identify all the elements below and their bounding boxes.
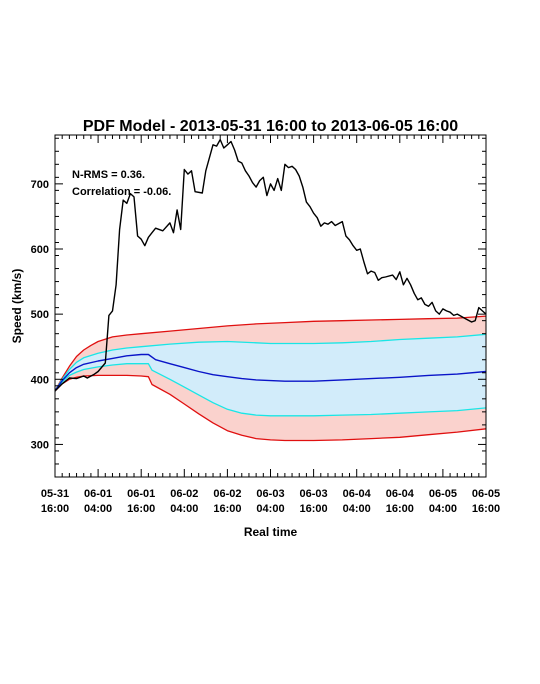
x-tick-label-date: 06-04 xyxy=(386,488,415,500)
y-tick-label: 300 xyxy=(31,439,49,451)
x-tick-label-time: 16:00 xyxy=(386,503,414,515)
axis-ticks: 05-31 16:00 06-01 04:00 06-01 16:00 06-02 04:00… xyxy=(31,135,500,515)
chart-title: PDF Model - 2013-05-31 16:00 to 2013-06-… xyxy=(83,118,458,135)
x-axis-label: Real time xyxy=(244,525,298,539)
x-tick-label-time: 16:00 xyxy=(472,503,500,515)
x-tick-label-date: 06-03 xyxy=(256,488,284,500)
x-tick-label-time: 16:00 xyxy=(41,503,69,515)
x-tick-label-time: 04:00 xyxy=(343,503,371,515)
model-lines xyxy=(54,138,487,442)
x-tick-label-time: 04:00 xyxy=(256,503,284,515)
y-tick-label: 700 xyxy=(31,179,49,191)
x-tick-label-date: 06-02 xyxy=(170,488,198,500)
x-tick-label-date: 05-31 xyxy=(41,488,69,500)
y-tick-label: 400 xyxy=(31,374,49,386)
x-tick-label-time: 04:00 xyxy=(170,503,198,515)
x-tick-label-date: 06-01 xyxy=(127,488,155,500)
nrms-annotation: N-RMS = 0.36. xyxy=(72,169,145,181)
inner-lower-line xyxy=(54,363,487,417)
observed-speed-line xyxy=(54,138,487,392)
x-tick-label-date: 06-01 xyxy=(84,488,112,500)
x-tick-label-date: 06-05 xyxy=(472,488,500,500)
uncertainty-bands xyxy=(55,316,486,441)
x-tick-label-time: 16:00 xyxy=(300,503,328,515)
outer-lower-line xyxy=(54,374,487,442)
x-tick-label-date: 06-03 xyxy=(300,488,328,500)
x-tick-label-time: 04:00 xyxy=(429,503,457,515)
median-line xyxy=(54,353,487,392)
outer-upper-line xyxy=(54,315,487,392)
inner-band-fill xyxy=(55,334,486,416)
x-tick-label-time: 04:00 xyxy=(84,503,112,515)
correlation-annotation: Correlation = -0.06. xyxy=(72,186,171,198)
y-tick-label: 500 xyxy=(31,309,49,321)
x-tick-label-date: 06-04 xyxy=(343,488,372,500)
x-tick-label-time: 16:00 xyxy=(127,503,155,515)
inner-upper-line xyxy=(54,333,487,392)
y-tick-label: 600 xyxy=(31,244,49,256)
x-tick-label-time: 16:00 xyxy=(213,503,241,515)
x-tick-label-date: 06-02 xyxy=(213,488,241,500)
x-tick-label-date: 06-05 xyxy=(429,488,457,500)
y-axis-label: Speed (km/s) xyxy=(10,269,24,344)
